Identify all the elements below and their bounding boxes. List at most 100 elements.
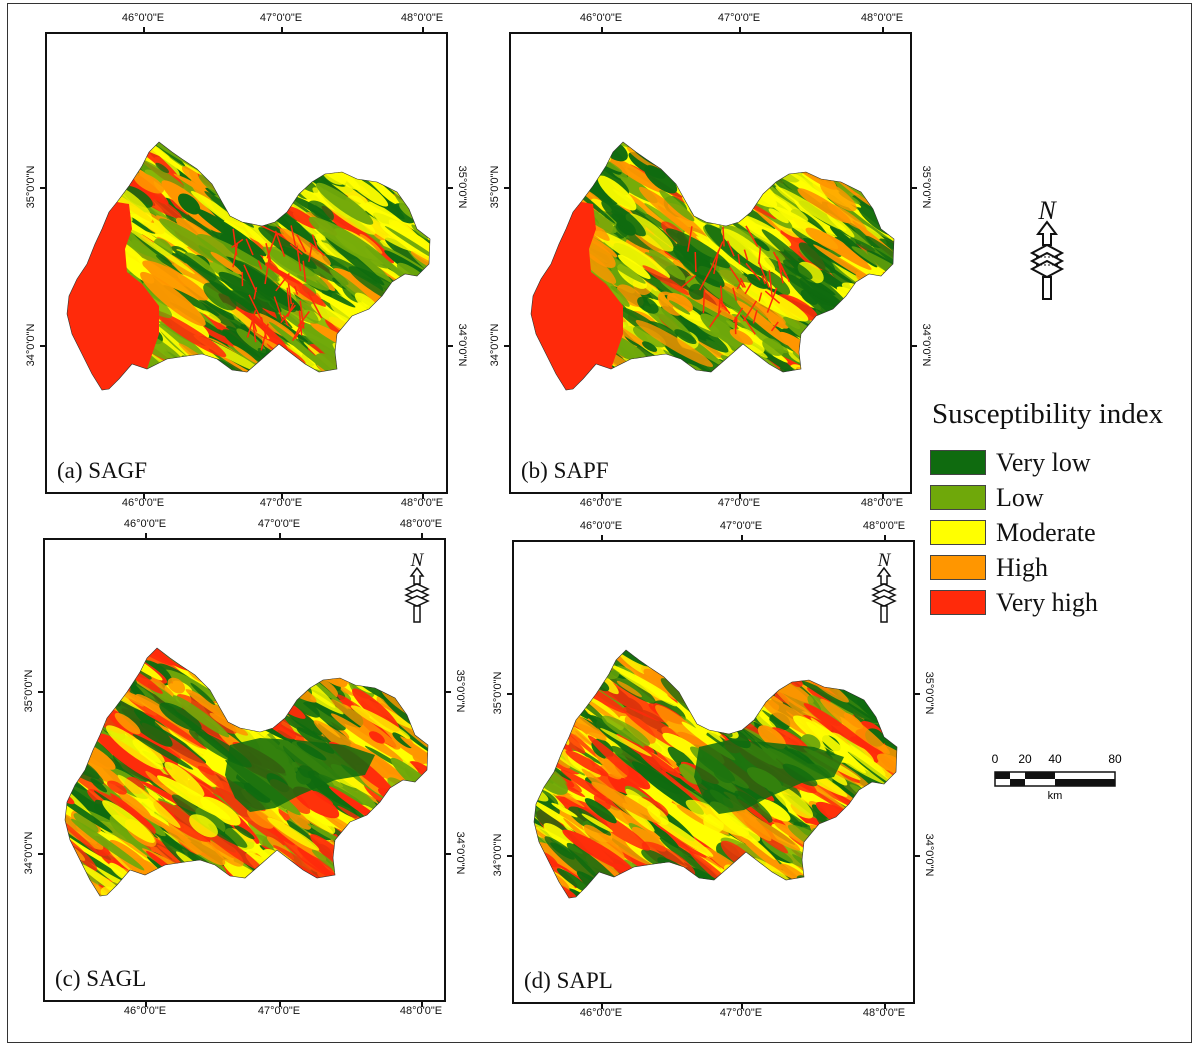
legend-label: Very high [996,587,1098,617]
very-low-zone [225,738,375,812]
tick-mark [912,345,917,347]
tick-mark [38,853,43,855]
tick-mark [40,345,45,347]
scale-label-40: 40 [1048,752,1062,766]
tick-mark [601,535,603,540]
coordinate-label: 35°0'0"N [454,669,466,713]
map-panel-d: (d) SAPL [512,540,915,1004]
tick-mark [446,853,451,855]
tick-mark [421,533,423,538]
panel-label-c: (c) SAGL [55,966,147,991]
coordinate-label: 34°0'0"N [923,833,935,877]
tick-mark [741,535,743,540]
tick-mark [882,27,884,32]
coordinate-label: 34°0'0"N [456,323,468,367]
tick-mark [143,27,145,32]
tick-mark [884,1004,886,1009]
panel-label-b: (b) SAPF [521,458,609,483]
figure-frame [7,3,1192,1043]
tick-mark [601,27,603,32]
region-outline [66,141,431,391]
north-arrow-panel-c: N [400,548,434,626]
legend-label: Moderate [996,517,1096,547]
tick-mark [507,855,512,857]
susceptibility-map-b [530,141,895,391]
tick-mark [915,855,920,857]
tick-mark [507,693,512,695]
legend-swatch [930,555,986,580]
very-low-zone [694,740,844,814]
tick-mark [145,1002,147,1007]
coordinate-label: 46°0'0"E [579,497,623,509]
coordinate-label: 34°0'0"N [454,831,466,875]
tick-mark [741,1004,743,1009]
legend-item-very-low: Very low [930,445,1195,480]
tick-mark [421,1002,423,1007]
legend: Susceptibility index Very low Low Modera… [930,398,1195,620]
region-outline [533,649,898,899]
legend-title: Susceptibility index [932,398,1164,430]
coordinate-label: 47°0'0"E [257,1005,301,1017]
tick-mark [504,187,509,189]
very-high-zone [67,202,159,390]
coordinate-label: 48°0'0"E [400,12,444,24]
tick-mark [279,533,281,538]
tick-mark [884,535,886,540]
north-arrow-main: N [1022,195,1072,305]
legend-item-high: High [930,550,1195,585]
map-panel-b: (b) SAPF [509,32,912,494]
susceptibility-raster [534,650,897,898]
coordinate-label: 46°0'0"E [123,518,167,530]
map-panel-c: (c) SAGL [43,538,446,1002]
north-letter: N [1037,196,1057,225]
tick-mark [739,494,741,499]
coordinate-label: 34°0'0"N [920,323,932,367]
susceptibility-raster [67,142,430,390]
scale-label-80: 80 [1108,752,1122,766]
coordinate-label: 47°0'0"E [717,497,761,509]
legend-item-low: Low [930,480,1195,515]
coordinate-label: 47°0'0"E [719,520,763,532]
coordinate-label: 35°0'0"N [920,165,932,209]
susceptibility-map-a [66,141,431,391]
map-panel-a: (a) SAGF [45,32,448,494]
coordinate-label: 34°0'0"N [23,831,35,875]
north-arrow-small-icon: N [871,550,897,623]
coordinate-label: 47°0'0"E [259,12,303,24]
scale-unit: km [1047,790,1063,802]
legend-item-moderate: Moderate [930,515,1195,550]
tick-mark [145,533,147,538]
panel-label-d: (d) SAPL [524,968,613,993]
susceptibility-map-d [533,649,898,899]
coordinate-label: 47°0'0"E [719,1007,763,1019]
coordinate-label: 34°0'0"N [489,323,501,367]
coordinate-label: 47°0'0"E [717,12,761,24]
tick-mark [739,27,741,32]
tick-mark [882,494,884,499]
tick-mark [422,27,424,32]
coordinate-label: 48°0'0"E [399,1005,443,1017]
north-letter: N [877,550,892,571]
tick-mark [912,187,917,189]
coordinate-label: 35°0'0"N [489,165,501,209]
coordinate-label: 46°0'0"E [123,1005,167,1017]
panel-label-a: (a) SAGF [57,458,148,483]
coordinate-label: 48°0'0"E [862,1007,906,1019]
susceptibility-raster [531,142,894,390]
tick-mark [281,27,283,32]
tick-mark [448,345,453,347]
coordinate-label: 48°0'0"E [860,497,904,509]
coordinate-label: 46°0'0"E [121,497,165,509]
scale-label-0: 0 [991,752,999,766]
coordinate-label: 35°0'0"N [23,669,35,713]
north-arrow-panel-d: N [867,548,901,626]
coordinate-label: 34°0'0"N [492,833,504,877]
coordinate-label: 48°0'0"E [860,12,904,24]
scale-label-20: 20 [1018,752,1032,766]
coordinate-label: 35°0'0"N [25,165,37,209]
legend-item-very-high: Very high [930,585,1195,620]
coordinate-label: 34°0'0"N [25,323,37,367]
region-outline [64,647,429,897]
legend-label: High [996,552,1048,582]
tick-mark [281,494,283,499]
